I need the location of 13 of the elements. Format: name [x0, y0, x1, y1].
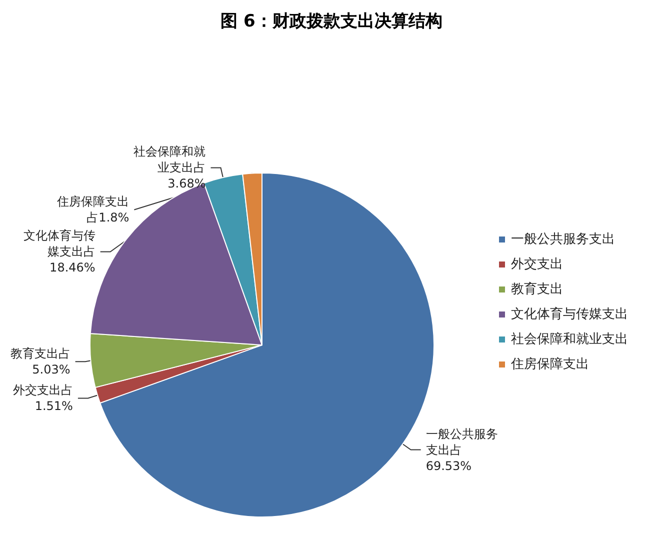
legend-label: 外交支出 — [511, 256, 563, 272]
legend-label: 文化体育与传媒支出 — [511, 306, 628, 322]
data-label: 住房保障支出占1.8% — [56, 194, 130, 225]
data-label: 外交支出占1.51% — [12, 383, 73, 414]
legend-label: 住房保障支出 — [510, 356, 589, 372]
legend-label: 一般公共服务支出 — [511, 232, 615, 247]
data-label: 文化体育与传媒支出占18.46% — [23, 228, 96, 275]
data-label: 一般公共服务支出占69.53% — [426, 426, 498, 473]
data-label: 社会保障和就业支出占3.68% — [134, 144, 206, 191]
data-label: 教育支出占5.03% — [10, 346, 70, 377]
legend-label: 教育支出 — [511, 281, 563, 297]
chart-title: 图 6：财政拨款支出决算结构 — [220, 12, 442, 32]
legend-label: 社会保障和就业支出 — [511, 332, 628, 347]
